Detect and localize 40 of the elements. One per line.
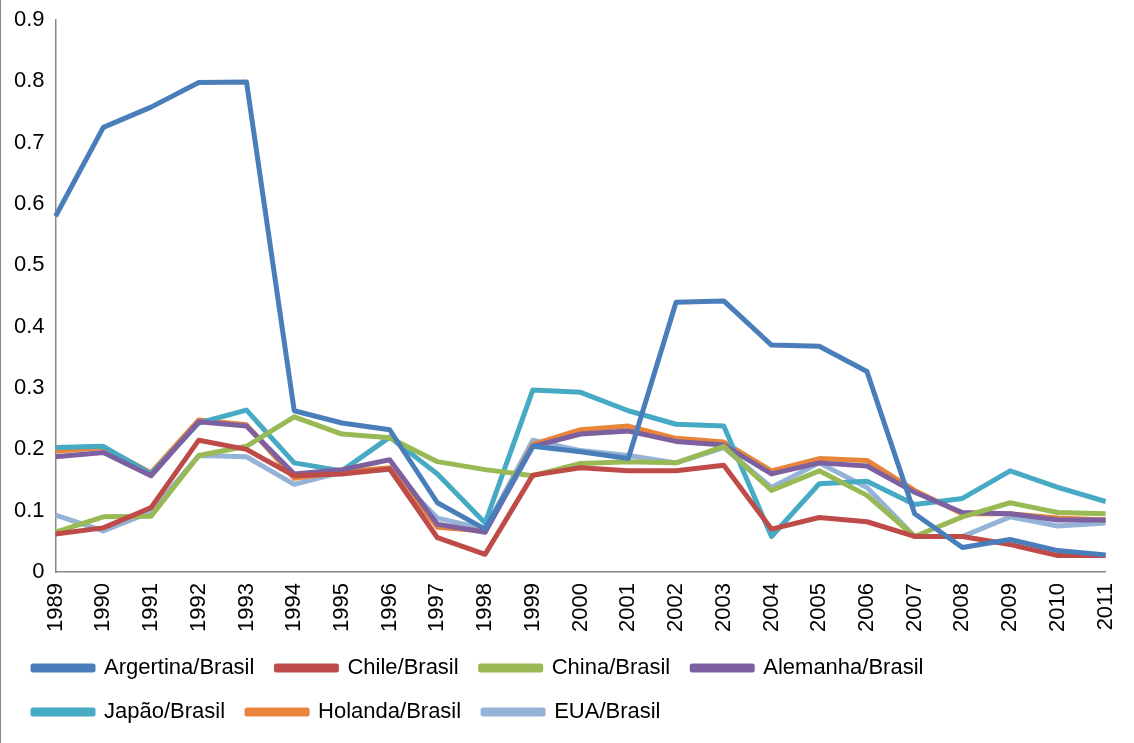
x-tick-label: 2004	[757, 583, 783, 633]
x-tick-label: 2001	[614, 583, 640, 633]
x-tick-label: 1996	[375, 583, 401, 633]
x-tick-label: 2010	[1043, 583, 1069, 633]
y-tick-label: 0.8	[13, 67, 45, 93]
x-tick-label: 2006	[853, 583, 879, 633]
x-tick-label: 1989	[41, 583, 67, 633]
x-tick-label: 2007	[900, 583, 926, 633]
x-tick-label: 2005	[805, 583, 831, 633]
y-tick-label: 0.4	[13, 312, 45, 338]
y-tick-label: 0.9	[13, 6, 45, 32]
y-tick-label: 0.2	[13, 435, 45, 461]
y-tick-label: 0.7	[13, 128, 45, 154]
x-tick-label: 1991	[137, 583, 163, 633]
x-tick-label: 1997	[423, 583, 449, 633]
legend-label: Japão/Brasil	[104, 698, 226, 724]
y-tick-label: 0.1	[13, 496, 45, 522]
x-tick-label: 1994	[280, 583, 306, 633]
x-tick-label: 2008	[948, 583, 974, 633]
x-tick-label: 1995	[328, 583, 354, 633]
x-tick-label: 1993	[232, 583, 258, 633]
x-tick-label: 2009	[996, 583, 1022, 633]
legend-label: EUA/Brasil	[554, 698, 661, 724]
y-tick-label: 0	[32, 558, 45, 584]
x-tick-label: 1999	[518, 583, 544, 633]
legend-label: Chile/Brasil	[347, 654, 459, 680]
y-tick-label: 0.3	[13, 374, 45, 400]
x-tick-label: 2011	[1091, 583, 1117, 631]
y-tick-label: 0.5	[13, 251, 45, 277]
y-tick-label: 0.6	[13, 190, 45, 216]
x-tick-label: 2000	[566, 583, 592, 633]
legend-label: Alemanha/Brasil	[763, 654, 924, 680]
x-tick-label: 1990	[89, 583, 115, 633]
x-tick-label: 2003	[709, 583, 735, 633]
legend-label: China/Brasil	[551, 654, 671, 680]
x-tick-label: 1998	[471, 583, 497, 633]
legend-label: Argertina/Brasil	[104, 654, 255, 680]
x-tick-label: 1992	[184, 583, 210, 633]
x-tick-label: 2002	[662, 583, 688, 633]
legend-label: Holanda/Brasil	[318, 698, 462, 724]
